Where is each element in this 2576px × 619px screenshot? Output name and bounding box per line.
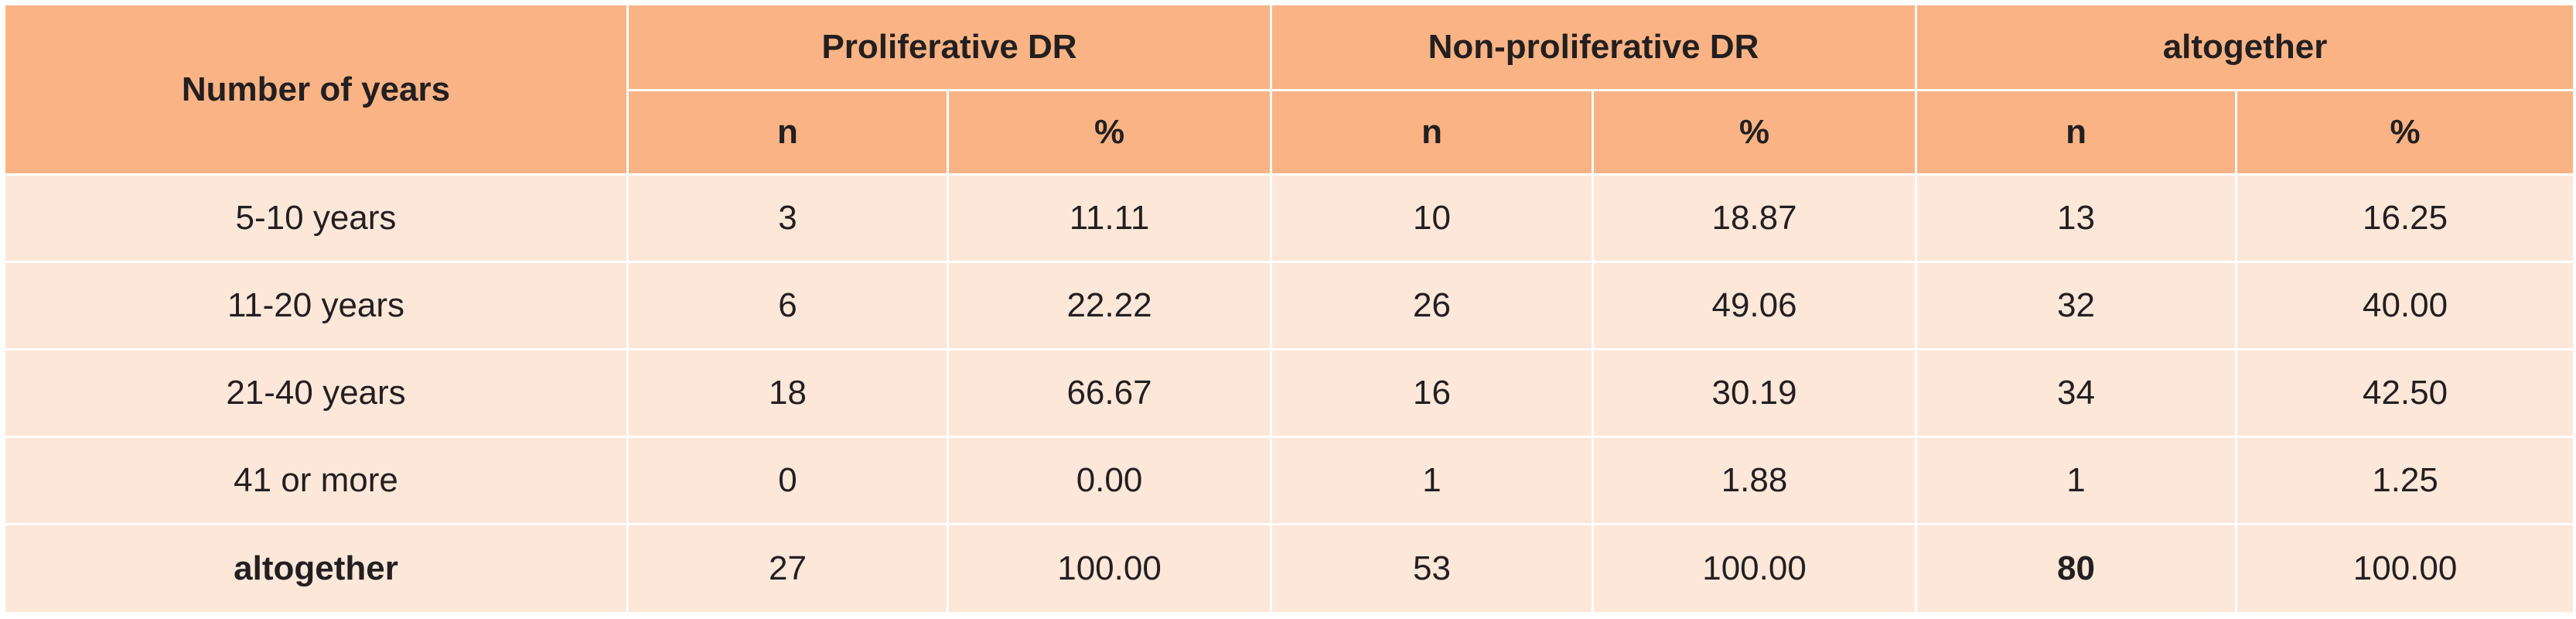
header-group-altogether: altogether: [1915, 3, 2576, 91]
table-cell-total-n: 80: [1915, 523, 2238, 614]
subheader-nonprolif-n: n: [1270, 89, 1595, 176]
table-row: 5-10 years 3 11.11 10 18.87 13 16.25: [3, 173, 2576, 263]
header-group-proliferative: Proliferative DR: [626, 3, 1273, 91]
subheader-altogether-n: n: [1915, 89, 2238, 176]
table-header: Number of years Proliferative DR Non-pro…: [3, 3, 2576, 176]
years-by-dr-type-table: Number of years Proliferative DR Non-pro…: [3, 3, 2576, 614]
table-cell: 40.00: [2235, 261, 2576, 351]
table-cell: 6: [626, 261, 949, 351]
table-cell: 0: [626, 436, 949, 525]
header-number-of-years: Number of years: [3, 3, 629, 176]
table-cell: 53: [1270, 523, 1595, 614]
table-cell: 30.19: [1592, 348, 1918, 438]
table-cell: 100.00: [946, 523, 1273, 614]
table-cell: 22.22: [946, 261, 1273, 351]
table-cell: 66.67: [946, 348, 1273, 438]
table-cell: 18.87: [1592, 173, 1918, 263]
table-cell: 13: [1915, 173, 2238, 263]
table-cell: 27: [626, 523, 949, 614]
subheader-prolif-n: n: [626, 89, 949, 176]
table-body: 5-10 years 3 11.11 10 18.87 13 16.25 11-…: [3, 173, 2576, 614]
header-row-subheaders: n % n % n %: [5, 89, 2576, 176]
table-cell: 3: [626, 173, 949, 263]
table-cell: 32: [1915, 261, 2238, 351]
table-row: 11-20 years 6 22.22 26 49.06 32 40.00: [3, 261, 2576, 351]
table-cell: 100.00: [2235, 523, 2576, 614]
table-cell: 1.25: [2235, 436, 2576, 525]
table-cell: 16: [1270, 348, 1595, 438]
row-label: 5-10 years: [3, 173, 629, 263]
table-cell: 11.11: [946, 173, 1273, 263]
header-group-non-proliferative: Non-proliferative DR: [1270, 3, 1918, 91]
table-cell: 1: [1915, 436, 2238, 525]
row-label-total: altogether: [3, 523, 629, 614]
row-label: 11-20 years: [3, 261, 629, 351]
table-row: 41 or more 0 0.00 1 1.88 1 1.25: [3, 436, 2576, 525]
subheader-altogether-percent: %: [2235, 89, 2576, 176]
table-cell: 26: [1270, 261, 1595, 351]
header-row-groups: Number of years Proliferative DR Non-pro…: [3, 3, 2576, 176]
subheader-nonprolif-percent: %: [1592, 89, 1918, 176]
table-cell: 16.25: [2235, 173, 2576, 263]
table-cell: 42.50: [2235, 348, 2576, 438]
row-label: 41 or more: [3, 436, 629, 525]
table-cell: 18: [626, 348, 949, 438]
table-cell: 10: [1270, 173, 1595, 263]
table-row: 21-40 years 18 66.67 16 30.19 34 42.50: [3, 348, 2576, 438]
table-cell: 1.88: [1592, 436, 1918, 525]
row-label: 21-40 years: [3, 348, 629, 438]
table-cell: 1: [1270, 436, 1595, 525]
subheader-prolif-percent: %: [946, 89, 1273, 176]
table-row-total: altogether 27 100.00 53 100.00 80 100.00: [3, 523, 2576, 614]
table-cell: 34: [1915, 348, 2238, 438]
table-cell: 0.00: [946, 436, 1273, 525]
table-cell: 100.00: [1592, 523, 1918, 614]
table-cell: 49.06: [1592, 261, 1918, 351]
